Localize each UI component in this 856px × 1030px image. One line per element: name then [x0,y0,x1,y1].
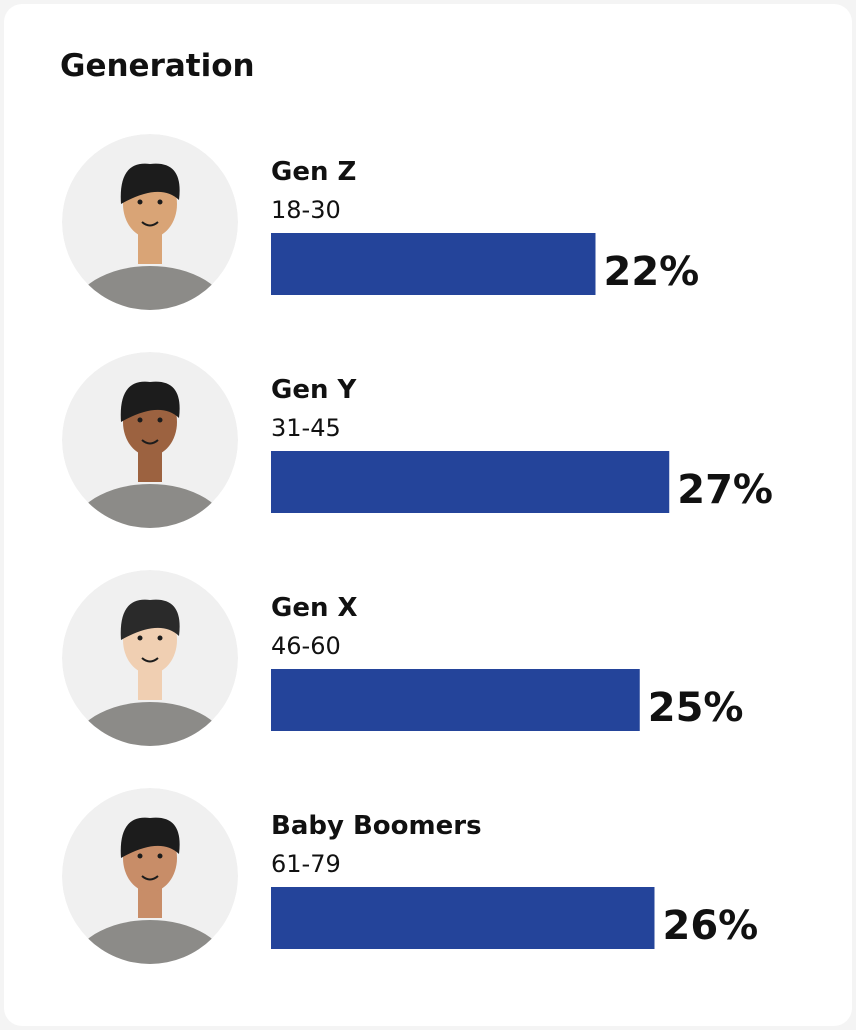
bar [271,451,670,513]
avatar-body [72,484,228,528]
avatar-mouth [141,875,159,881]
value-label: 26% [663,903,759,949]
avatar-eye [137,199,143,205]
avatar-eye [137,853,143,859]
avatar [62,570,238,746]
value-label: 22% [604,249,700,295]
avatar-eye [157,853,163,859]
bar [271,887,655,949]
category-range: 18-30 [271,196,341,224]
category-range: 46-60 [271,632,341,660]
avatar-eye [137,417,143,423]
category-label: Gen Y [271,375,358,405]
avatar-mouth [141,221,159,227]
category-range: 61-79 [271,850,341,878]
value-label: 27% [677,467,773,513]
avatar-mouth [141,657,159,663]
avatar-body [72,920,228,964]
bar [271,669,640,731]
avatar-eye [137,635,143,641]
avatar-eye [157,635,163,641]
avatar-hair [120,817,180,858]
avatar [62,352,238,528]
category-label: Baby Boomers [271,811,482,841]
avatar-body [72,702,228,746]
avatar-mouth [141,439,159,445]
category-label: Gen Z [271,157,356,187]
avatar-eye [157,199,163,205]
bar [271,233,596,295]
value-label: 25% [648,685,744,731]
avatar-hair [120,599,180,640]
avatar-hair [120,163,180,204]
chart-title: Generation [60,48,255,84]
avatar-body [72,266,228,310]
category-range: 31-45 [271,414,341,442]
avatar [62,134,238,310]
avatar [62,788,238,964]
avatar-eye [157,417,163,423]
avatar-hair [120,381,180,422]
category-label: Gen X [271,593,358,623]
